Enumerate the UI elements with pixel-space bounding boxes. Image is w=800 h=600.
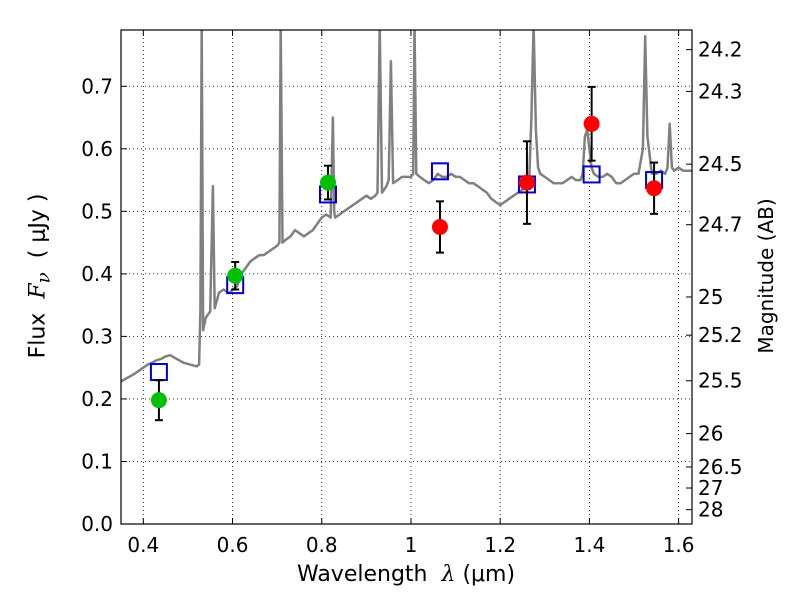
y2-tick-label: 25: [698, 285, 723, 309]
y2-tick-label: 24.3: [698, 79, 743, 103]
y-tick-label: 0.6: [81, 137, 113, 161]
plot-frame: [120, 29, 693, 525]
x-tick-label: 1: [405, 533, 418, 557]
model-photometry-square: [430, 162, 449, 181]
spectrum-line: [121, 30, 692, 383]
y-tick-label: 0.1: [81, 449, 113, 473]
x-axis-label: Wavelength λ (μm): [296, 562, 516, 587]
plot-area: [121, 30, 692, 422]
x-tick-label: 0.4: [127, 533, 159, 557]
observed-point: [319, 174, 336, 191]
x-tick-label: 1.4: [573, 533, 605, 557]
y2-tick-label: 24.2: [698, 38, 743, 62]
y2-tick-label: 27: [698, 476, 723, 500]
x-tick-label: 0.8: [306, 533, 338, 557]
y-tick-label: 0.4: [81, 262, 113, 286]
y2-tick-label: 26.5: [698, 455, 743, 479]
y-tick-label: 0.3: [81, 324, 113, 348]
observed-point: [583, 115, 600, 132]
y-tick-label: 0.2: [81, 387, 113, 411]
model-photometry-square: [582, 165, 601, 184]
y2-axis-label: Magnitude (AB): [754, 198, 778, 354]
x-tick-label: 0.6: [217, 533, 249, 557]
y2-tick-label: 24.5: [698, 152, 743, 176]
y-axis-label: Flux Fν ( μJy ): [25, 193, 55, 359]
grid-lines: [121, 30, 692, 525]
observed-point: [431, 218, 448, 235]
y-tick-label: 0.5: [81, 199, 113, 223]
observed-point: [518, 174, 535, 191]
model-photometry-square: [149, 363, 168, 382]
y2-tick-label: 25.5: [698, 369, 743, 393]
observed-point: [227, 267, 244, 284]
y2-tick-label: 25.2: [698, 323, 743, 347]
y2-tick-label: 28: [698, 498, 723, 522]
axis-ticks: 0.4 0.6 0.8 1 1.2 1.4 1.6 0.0 0.1 0.2 0.3 0.4 0.5 0.6…: [81, 30, 743, 557]
y-tick-label: 0.7: [81, 74, 113, 98]
y-tick-label: 0.0: [81, 512, 113, 536]
x-tick-label: 1.6: [663, 533, 695, 557]
y2-tick-label: 26: [698, 422, 723, 446]
x-tick-label: 1.2: [484, 533, 516, 557]
observed-point: [646, 180, 663, 197]
observed-point: [150, 392, 167, 409]
y2-tick-label: 24.7: [698, 213, 743, 237]
